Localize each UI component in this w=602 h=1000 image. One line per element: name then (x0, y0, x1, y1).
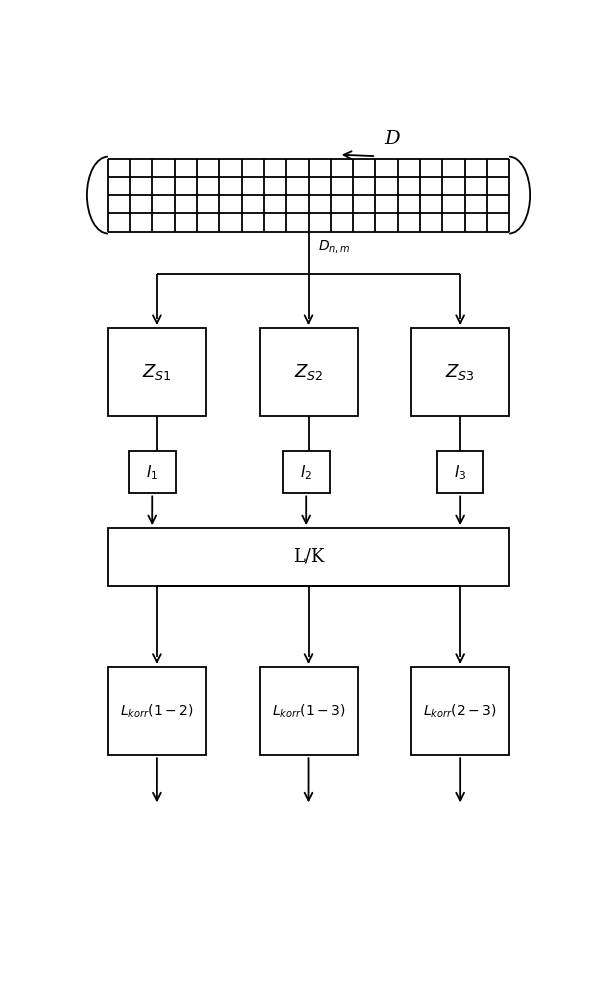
Text: $I_2$: $I_2$ (300, 463, 312, 482)
Text: $Z_{S2}$: $Z_{S2}$ (294, 362, 323, 382)
Text: $L_{korr}(1-2)$: $L_{korr}(1-2)$ (120, 702, 194, 720)
Bar (108, 328, 206, 416)
Text: $Z_{S3}$: $Z_{S3}$ (445, 362, 475, 382)
Bar (108, 667, 206, 755)
Text: $Z_{S1}$: $Z_{S1}$ (142, 362, 172, 382)
Text: $I_3$: $I_3$ (454, 463, 467, 482)
Text: $D_{n,m}$: $D_{n,m}$ (318, 238, 350, 255)
Text: L/K: L/K (293, 548, 324, 566)
Bar (259, 667, 358, 755)
Bar (259, 328, 358, 416)
Text: $I_1$: $I_1$ (146, 463, 158, 482)
Bar (437, 451, 483, 493)
Text: $L_{korr}(1-3)$: $L_{korr}(1-3)$ (272, 702, 346, 720)
Bar (411, 667, 509, 755)
Text: $L_{korr}(2-3)$: $L_{korr}(2-3)$ (423, 702, 497, 720)
Text: D: D (385, 130, 400, 148)
Bar (283, 451, 329, 493)
Bar (129, 451, 176, 493)
Bar (411, 328, 509, 416)
Bar (108, 528, 509, 586)
